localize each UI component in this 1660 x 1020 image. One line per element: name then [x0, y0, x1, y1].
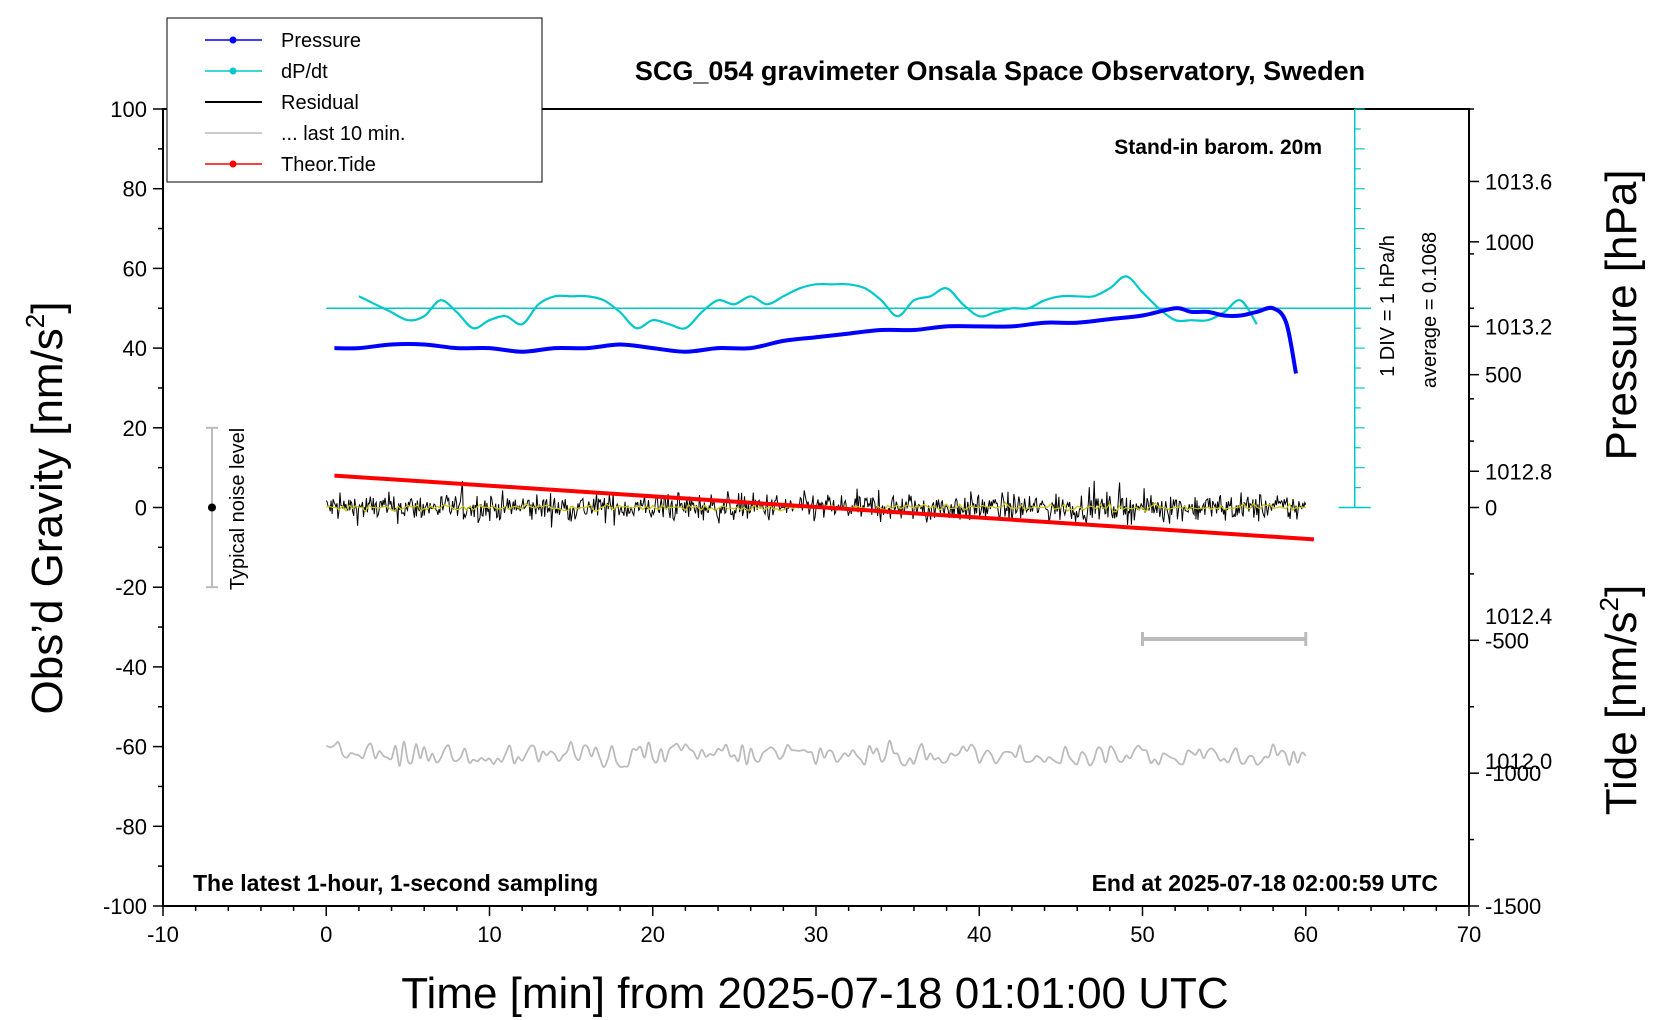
- div-scale-label: 1 DIV = 1 hPa/h: [1377, 235, 1399, 377]
- residual-line: [325, 480, 1307, 528]
- y-left-tick-label: -40: [115, 655, 147, 680]
- average-label: average = 0.1068: [1419, 232, 1441, 388]
- legend-label: Theor.Tide: [281, 154, 376, 176]
- y-tide-tick-label: -1500: [1485, 894, 1541, 919]
- legend: Pressure dP/dt Residual ... last 10 min. The…: [166, 17, 543, 183]
- pressure-line: [334, 305, 1298, 374]
- y-tide-tick-label: -500: [1485, 628, 1529, 653]
- x-tick-label: 0: [320, 922, 332, 947]
- legend-marker: [229, 160, 237, 168]
- y-axis-title-left: Obs’d Gravity [nm/s2]: [20, 301, 72, 714]
- y-tide-tick-label: 500: [1485, 363, 1522, 388]
- y-tide-tick-label: 0: [1485, 496, 1497, 521]
- chart-title: SCG_054 gravimeter Onsala Space Observat…: [635, 56, 1365, 86]
- y-left-tick-label: 40: [123, 336, 147, 361]
- x-tick-label: 40: [967, 922, 991, 947]
- legend-label: dP/dt: [281, 61, 328, 83]
- y-axis-title-pressure: Pressure [hPa]: [1597, 169, 1646, 460]
- y-pressure-tick-label: 1012.8: [1485, 459, 1552, 484]
- legend-label: Pressure: [281, 30, 361, 52]
- last10-line: [325, 739, 1307, 768]
- legend-marker: [229, 36, 237, 44]
- sampling-note: The latest 1-hour, 1-second sampling: [193, 870, 598, 896]
- x-tick-label: 60: [1294, 922, 1318, 947]
- y-axis-title-tide: Tide [nm/s2]: [1594, 585, 1646, 815]
- y-left-tick-label: 80: [123, 177, 147, 202]
- y-left-tick-label: 60: [123, 256, 147, 281]
- legend-marker: [229, 67, 237, 75]
- y-pressure-tick-label: 1012.4: [1485, 604, 1552, 629]
- y-left-tick-label: 0: [135, 496, 147, 521]
- noise-bar-point: [207, 503, 216, 512]
- y-tide-tick-label: 1000: [1485, 230, 1534, 255]
- y-left-tick-label: -20: [115, 575, 147, 600]
- x-tick-label: 10: [477, 922, 501, 947]
- noise-level-label: Typical noise level: [227, 428, 249, 590]
- dpdt-line: [358, 275, 1258, 330]
- x-tick-label: 30: [804, 922, 828, 947]
- y-left-tick-label: 100: [110, 97, 147, 122]
- x-tick-label: -10: [147, 922, 179, 947]
- barometer-note: Stand-in barom. 20m: [1114, 136, 1322, 159]
- end-time-note: End at 2025-07-18 02:00:59 UTC: [1092, 870, 1438, 896]
- tide-line: [334, 473, 1315, 542]
- y-left-tick-label: -100: [103, 894, 147, 919]
- x-tick-label: 20: [641, 922, 665, 947]
- x-axis-title: Time [min] from 2025-07-18 01:01:00 UTC: [401, 969, 1228, 1018]
- y-pressure-tick-label: 1013.2: [1485, 314, 1552, 339]
- legend-label: ... last 10 min.: [281, 123, 406, 145]
- x-tick-label: 70: [1457, 922, 1481, 947]
- y-tide-tick-label: -1000: [1485, 761, 1541, 786]
- y-pressure-tick-label: 1012.0: [1485, 749, 1552, 774]
- legend-label: Residual: [281, 92, 359, 114]
- y-pressure-tick-label: 1013.6: [1485, 169, 1552, 194]
- y-left-tick-label: -80: [115, 814, 147, 839]
- legend-box: [166, 17, 543, 183]
- y-left-tick-label: 20: [123, 416, 147, 441]
- y-left-tick-label: -60: [115, 735, 147, 760]
- x-tick-label: 50: [1130, 922, 1154, 947]
